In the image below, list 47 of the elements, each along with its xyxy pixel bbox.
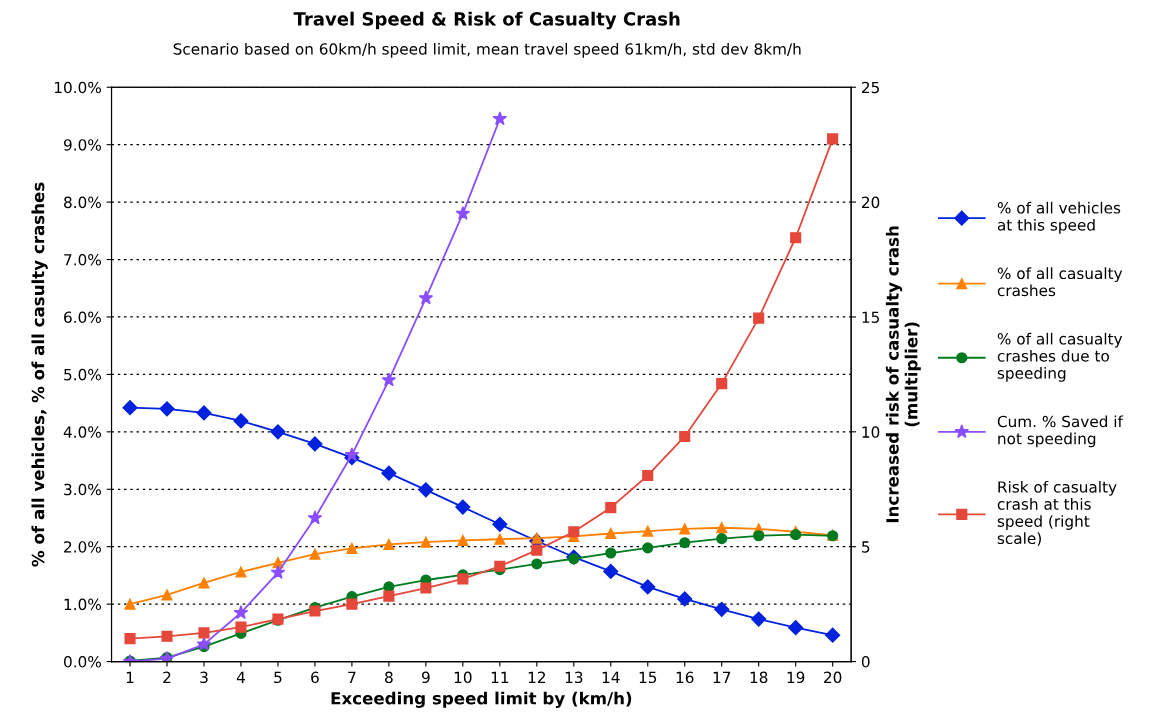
x-tick-label: 8 xyxy=(385,671,393,684)
x-tick-label: 19 xyxy=(787,671,805,684)
y2-tick-label: 15 xyxy=(862,311,879,323)
x-tick-label: 1 xyxy=(126,671,134,683)
x-tick-label: 17 xyxy=(713,671,731,683)
x-tick-label: 2 xyxy=(163,671,171,683)
y-tick-label: 4.0% xyxy=(63,426,101,438)
x-tick-label: 20 xyxy=(824,671,842,684)
x-tick-label: 15 xyxy=(639,671,657,684)
y-tick-label: 6.0% xyxy=(64,311,101,323)
y-axis-title: % of all vehicles, % of all casulty crashes xyxy=(31,182,48,567)
x-tick-label: 9 xyxy=(421,671,430,684)
x-tick-label: 14 xyxy=(602,671,620,683)
y-tick-label: 7.0% xyxy=(64,254,101,266)
chart-title: Travel Speed & Risk of Casualty Crash xyxy=(293,11,680,30)
y-tick-label: 1.0% xyxy=(64,598,101,611)
y2-tick-label: 5 xyxy=(862,541,870,553)
x-tick-label: 16 xyxy=(676,671,694,684)
legend-label: Risk of casualty crash at this speed (right scale) xyxy=(997,480,1117,546)
y2-tick-label: 10 xyxy=(862,426,880,438)
x-tick-label: 18 xyxy=(750,671,768,684)
y2-tick-label: 20 xyxy=(861,196,880,209)
y-tick-label: 2.0% xyxy=(64,541,101,553)
y-tick-label: 3.0% xyxy=(64,483,101,496)
x-tick-label: 5 xyxy=(274,671,282,684)
x-tick-label: 7 xyxy=(348,671,356,683)
x-tick-label: 10 xyxy=(454,671,472,684)
legend-label: % of all vehicles at this speed xyxy=(997,201,1121,234)
y-tick-label: 0.0% xyxy=(64,656,101,668)
x-tick-label: 6 xyxy=(311,671,319,684)
legend-label: % of all casualty crashes xyxy=(997,267,1123,297)
x-axis-title: Exceeding speed limit by (km/h) xyxy=(331,691,632,708)
y-tick-label: 8.0% xyxy=(64,196,101,209)
x-tick-label: 4 xyxy=(236,671,245,683)
x-tick-label: 11 xyxy=(491,671,509,683)
x-tick-label: 12 xyxy=(528,671,545,683)
y-tick-label: 5.0% xyxy=(64,368,101,381)
x-tick-label: 3 xyxy=(200,671,208,684)
y2-tick-label: 0 xyxy=(861,656,870,668)
y2-tick-label: 25 xyxy=(861,81,879,94)
x-tick-label: 13 xyxy=(565,671,583,684)
legend-label: % of all casualty crashes due to speeding xyxy=(997,332,1123,382)
legend-label: Cum. % Saved if not speeding xyxy=(997,415,1124,448)
y-tick-label: 9.0% xyxy=(63,139,101,151)
y2-axis-title: Increased risk of casualty crash (multiplier) xyxy=(885,226,921,523)
chart-subtitle: Scenario based on 60km/h speed limit, mean travel speed 61km/h, std dev 8km/h xyxy=(173,42,801,58)
y-tick-label: 10.0% xyxy=(54,81,101,94)
